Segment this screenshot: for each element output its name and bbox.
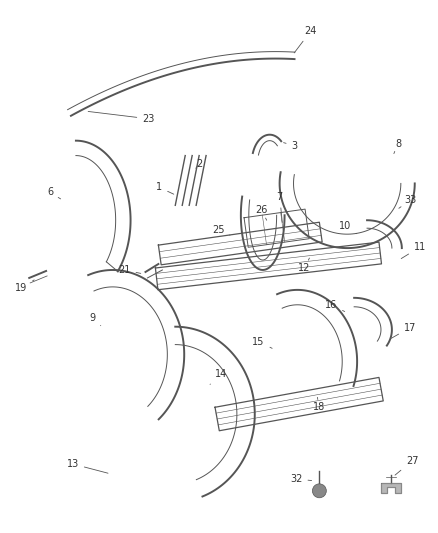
- Text: 33: 33: [399, 196, 416, 208]
- Text: 17: 17: [391, 322, 416, 338]
- Circle shape: [312, 484, 326, 498]
- Text: 23: 23: [88, 111, 155, 124]
- Polygon shape: [381, 483, 401, 493]
- Text: 2: 2: [196, 158, 202, 168]
- Text: 32: 32: [290, 474, 311, 484]
- Text: 19: 19: [15, 280, 34, 293]
- Text: 10: 10: [339, 221, 357, 233]
- Text: 18: 18: [313, 397, 325, 412]
- Text: 12: 12: [298, 258, 311, 273]
- Text: 9: 9: [90, 313, 101, 326]
- Text: 3: 3: [283, 141, 298, 151]
- Text: 26: 26: [255, 205, 268, 220]
- Text: 16: 16: [325, 300, 345, 311]
- Text: 11: 11: [401, 242, 426, 259]
- Text: 25: 25: [212, 225, 230, 235]
- Text: 13: 13: [67, 459, 108, 473]
- Text: 6: 6: [47, 188, 60, 199]
- Text: 8: 8: [394, 139, 401, 154]
- Text: 21: 21: [118, 265, 141, 275]
- Text: 7: 7: [277, 192, 283, 222]
- Text: 15: 15: [252, 337, 272, 349]
- Text: 27: 27: [395, 456, 418, 475]
- Text: 1: 1: [156, 182, 174, 194]
- Text: 24: 24: [294, 26, 317, 53]
- Text: 14: 14: [210, 369, 227, 384]
